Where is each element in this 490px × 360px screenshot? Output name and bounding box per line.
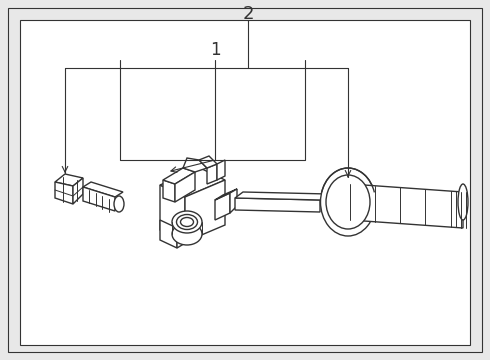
Polygon shape: [163, 180, 175, 202]
Polygon shape: [55, 174, 83, 186]
Text: 1: 1: [210, 41, 220, 59]
Ellipse shape: [172, 223, 202, 245]
Ellipse shape: [320, 168, 375, 236]
Polygon shape: [160, 185, 185, 242]
Polygon shape: [235, 192, 328, 200]
Polygon shape: [163, 168, 195, 184]
Ellipse shape: [180, 217, 194, 226]
Ellipse shape: [326, 175, 370, 229]
Polygon shape: [199, 156, 217, 168]
Ellipse shape: [458, 184, 468, 220]
Polygon shape: [83, 187, 115, 211]
Polygon shape: [83, 182, 123, 197]
Polygon shape: [215, 193, 230, 220]
Polygon shape: [177, 216, 197, 248]
Polygon shape: [350, 184, 463, 228]
Polygon shape: [55, 182, 73, 204]
Polygon shape: [183, 158, 207, 172]
Polygon shape: [217, 160, 225, 180]
Ellipse shape: [172, 211, 202, 233]
Ellipse shape: [176, 215, 197, 230]
Polygon shape: [215, 189, 237, 200]
Polygon shape: [73, 178, 83, 204]
Polygon shape: [185, 180, 225, 242]
Text: 2: 2: [242, 5, 254, 23]
Polygon shape: [230, 189, 237, 213]
Polygon shape: [160, 168, 225, 197]
Polygon shape: [235, 198, 320, 212]
Polygon shape: [175, 172, 195, 202]
Ellipse shape: [114, 196, 124, 212]
Polygon shape: [207, 164, 217, 184]
Polygon shape: [160, 220, 177, 248]
